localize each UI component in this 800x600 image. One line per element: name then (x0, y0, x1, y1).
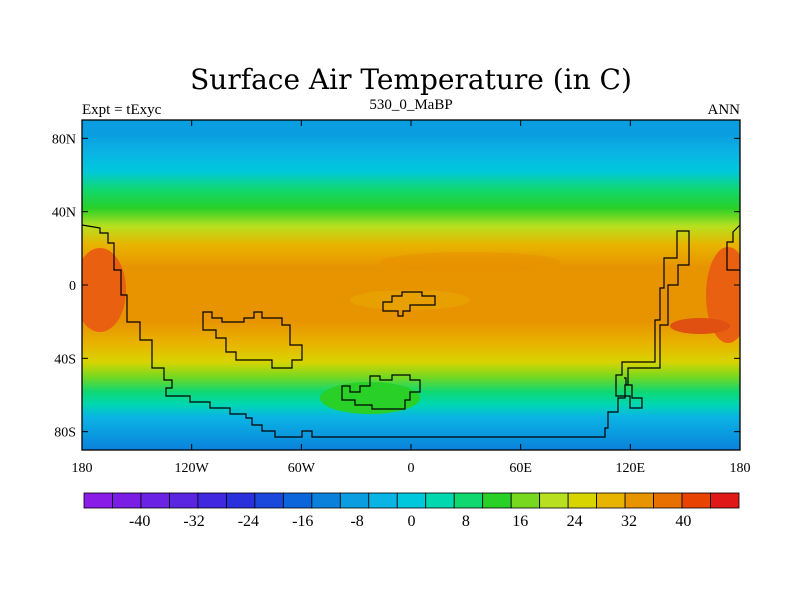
colorbar-swatch (681, 492, 711, 509)
colorbar-label: 32 (621, 513, 637, 530)
colorbar-label: -24 (238, 513, 259, 530)
colorbar-label: 24 (567, 513, 583, 530)
colorbar-swatch (453, 492, 484, 509)
colorbar-swatch (225, 492, 256, 509)
colorbar-swatch (339, 492, 370, 509)
x-tick-label: 120E (616, 461, 646, 476)
y-tick-label: 80S (54, 426, 76, 441)
warm-band-tropics (380, 252, 560, 272)
x-axis: 180 120W 60W 0 60E 120E 180 (72, 120, 751, 476)
y-axis: 80N 40N 0 40S 80S (52, 132, 740, 441)
colorbar-swatch (482, 492, 512, 509)
colorbar-label: -16 (292, 513, 313, 530)
colorbar-swatch (510, 492, 541, 509)
x-tick-label: 0 (408, 461, 415, 476)
y-tick-label: 40S (54, 352, 76, 367)
colorbar-label: -32 (183, 513, 204, 530)
warm-anomaly-west (82, 248, 126, 332)
experiment-label: Expt = tExyc (82, 102, 162, 118)
colorbar-swatch (624, 492, 654, 509)
y-tick-label: 80N (52, 132, 76, 147)
colorbar-label: 40 (675, 513, 691, 530)
x-tick-label: 60W (288, 461, 316, 476)
colorbar: -40 -32 -24 -16 -8 0 8 16 24 32 40 (83, 492, 740, 530)
coastline-southern-island (341, 374, 421, 410)
y-tick-label: 0 (69, 279, 76, 294)
x-tick-label: 120W (175, 461, 210, 476)
warm-anomaly-southeast (670, 318, 730, 334)
cool-anomaly-landmass (350, 290, 470, 310)
coastline-western-continent (82, 224, 690, 438)
colorbar-swatch (425, 492, 455, 509)
colorbar-label: -8 (350, 513, 363, 530)
colorbar-swatch (197, 492, 227, 509)
coastlines (82, 224, 740, 438)
colorbar-swatch (169, 492, 199, 509)
colorbar-swatch (368, 492, 398, 509)
colorbar-swatch (710, 492, 740, 509)
colorbar-label: 8 (462, 513, 470, 530)
x-tick-label: 60E (509, 461, 532, 476)
chart-title: Surface Air Temperature (in C) (190, 63, 632, 96)
coastline-equatorial-island (382, 291, 436, 317)
warm-anomaly-east (706, 247, 740, 343)
colorbar-swatch (311, 492, 341, 509)
colorbar-swatch (254, 492, 284, 509)
colorbar-swatch (282, 492, 313, 509)
colorbar-swatch (567, 492, 598, 509)
colorbar-swatch (596, 492, 626, 509)
x-tick-label: 180 (72, 461, 93, 476)
x-tick-label: 180 (730, 461, 751, 476)
y-tick-label: 40N (52, 206, 76, 221)
plot-area (82, 120, 740, 450)
colorbar-label: 0 (408, 513, 416, 530)
colorbar-swatch (653, 492, 683, 509)
coastline-east-block (726, 224, 740, 271)
colorbar-label: 16 (512, 513, 528, 530)
colorbar-label: -40 (129, 513, 150, 530)
season-label: ANN (708, 102, 741, 118)
colorbar-swatch (112, 492, 142, 509)
colorbar-swatch (396, 492, 427, 509)
colorbar-swatch (140, 492, 170, 509)
colorbar-swatch (539, 492, 569, 509)
colorbar-swatch (83, 492, 113, 509)
cool-anomaly-south-island (320, 382, 420, 414)
period-label: 530_0_MaBP (369, 97, 452, 113)
coastline-central-continent (202, 311, 303, 369)
